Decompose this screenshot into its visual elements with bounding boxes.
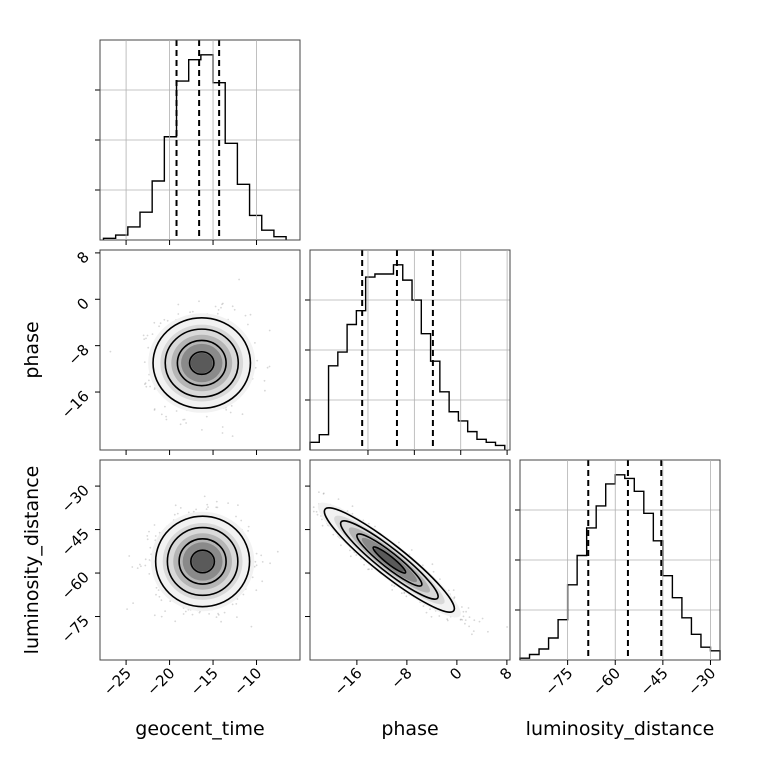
ylabel-luminosity-distance: luminosity_distance [21, 466, 43, 655]
contour-phase-distance-plot-area [312, 491, 508, 636]
contour-phase-distance-x-tick-label-2: 0 [446, 664, 465, 683]
contour-phase-distance-contour-0 [323, 507, 456, 613]
contour-phase-distance-frame [309, 459, 511, 661]
contour-geocent-distance-contour-3 [190, 549, 216, 574]
contour-geocent-distance-y-tick-label-1: −45 [58, 525, 93, 560]
hist-phase-frame [309, 249, 511, 451]
contour-geocent-distance-plot-area [126, 495, 279, 628]
contour-phase-distance-contour-2 [356, 533, 423, 587]
panel-hist-geocent-time [95, 39, 301, 245]
hist-luminosity-distance-x-tick-label-0: −75 [541, 664, 576, 699]
contour-geocent-distance-frame [99, 459, 301, 661]
contour-geocent-distance-x-tick-label-3: −10 [230, 664, 265, 699]
hist-geocent-time-frame [99, 39, 301, 241]
contour-geocent-distance-y-tick-label-2: −60 [58, 568, 93, 603]
xlabel-geocent-time: geocent_time [135, 718, 264, 740]
hist-luminosity-distance-x-tick-label-3: −30 [684, 664, 719, 699]
panel-hist-luminosity-distance: −75 −60 −45 −30 [515, 459, 721, 699]
contour-geocent-distance-x-tick-label-2: −15 [187, 664, 222, 699]
contour-phase-distance-contour-1 [339, 520, 439, 600]
xlabel-luminosity-distance: luminosity_distance [526, 718, 715, 740]
contour-geocent-distance-y-tick-label-0: −30 [58, 481, 93, 516]
contour-geocent-phase-y-tick-label-3: −16 [58, 387, 93, 422]
contour-geocent-phase-plot-area [109, 278, 271, 437]
contour-geocent-distance-contour-2 [178, 538, 227, 585]
contour-phase-distance-density-4 [374, 548, 404, 572]
ylabel-phase: phase [21, 321, 43, 378]
contour-geocent-phase-contour-2 [176, 339, 227, 387]
hist-luminosity-distance-frame [519, 459, 721, 661]
contour-geocent-phase-contour-1 [164, 328, 240, 398]
contour-geocent-distance-contour-0 [154, 515, 251, 608]
contour-geocent-phase-density-4 [190, 352, 213, 374]
contour-geocent-distance-density-4 [192, 551, 214, 572]
contour-geocent-distance-x-tick-label-1: −20 [143, 664, 178, 699]
panel-hist-phase [305, 249, 511, 455]
hist-luminosity-distance-x-tick-label-1: −60 [589, 664, 624, 699]
contour-geocent-phase-y-tick-label-1: 0 [73, 294, 92, 313]
contour-phase-distance-x-tick-label-3: 8 [496, 664, 515, 683]
panel-contour-phase-distance: −16 −8 0 8 [305, 459, 516, 699]
contour-phase-distance-contour-3 [372, 546, 407, 574]
hist-luminosity-distance-steps [519, 474, 721, 660]
contour-geocent-distance-x-tick-label-0: −25 [100, 664, 135, 699]
panel-contour-geocent-phase: 8 0 −8 −16 [58, 248, 301, 455]
contour-geocent-phase-y-tick-label-0: 8 [73, 248, 92, 267]
contour-geocent-distance-y-tick-label-3: −75 [58, 612, 93, 647]
contour-phase-distance-x-tick-label-0: −16 [331, 664, 366, 699]
xlabel-phase: phase [381, 718, 438, 740]
contour-geocent-phase-y-tick-label-2: −8 [64, 341, 92, 369]
contour-geocent-phase-frame [99, 249, 301, 451]
panel-contour-geocent-distance: −25 −20 −15 −10 −30 −45 −60 −75 [58, 459, 301, 699]
contour-geocent-distance-contour-1 [166, 526, 239, 597]
hist-geocent-time-steps [102, 54, 287, 240]
hist-phase-steps [309, 264, 506, 450]
contour-geocent-phase-contour-0 [152, 317, 252, 410]
contour-geocent-phase-contour-3 [188, 350, 215, 376]
hist-luminosity-distance-x-tick-label-2: −45 [637, 664, 672, 699]
contour-phase-distance-x-tick-label-1: −8 [387, 664, 415, 692]
